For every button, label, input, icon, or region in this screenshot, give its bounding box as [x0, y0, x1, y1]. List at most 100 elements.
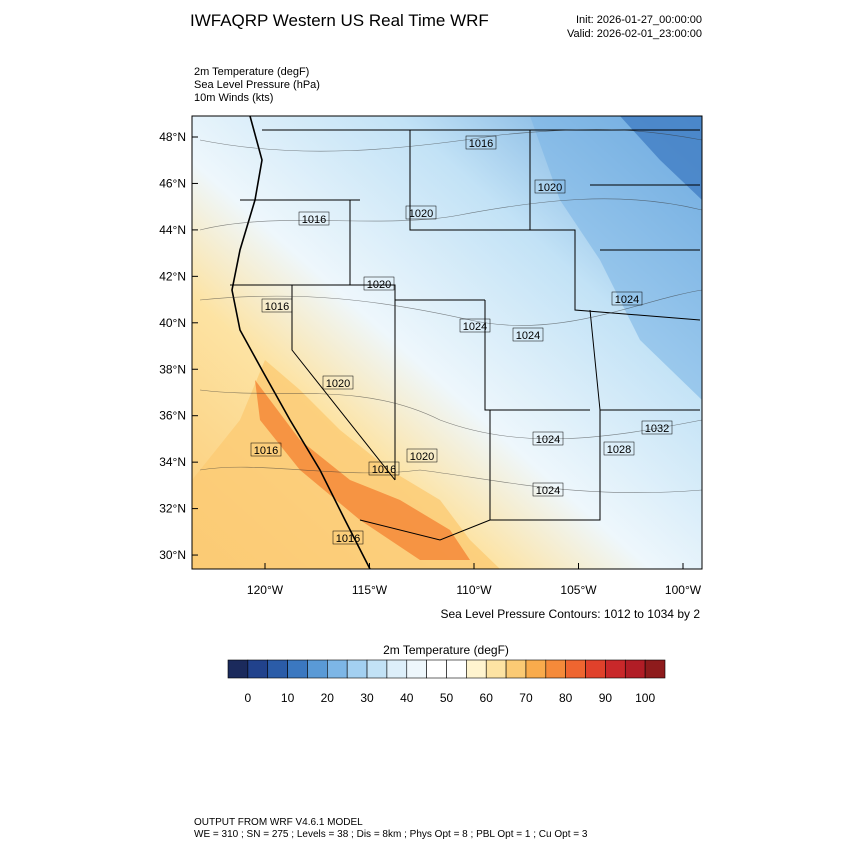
contour-label-box	[368, 461, 400, 476]
footer-line: WE = 310 ; SN = 275 ; Levels = 38 ; Dis …	[194, 829, 588, 840]
lon-label: 100°W	[665, 583, 702, 597]
contour-label-box	[332, 530, 364, 545]
colorbar-swatch	[327, 659, 348, 679]
lat-axis: 48°N 46°N 44°N 42°N 40°N 38°N 36°N 34°N 32°N 30°N	[159, 130, 198, 562]
contour-label-box	[363, 276, 395, 291]
colorbar-tick-label: 10	[281, 691, 295, 705]
colorbar-swatch	[426, 659, 447, 679]
lon-label: 120°W	[247, 583, 284, 597]
lat-label: 38°N	[159, 362, 186, 376]
contour-label-box	[641, 420, 673, 435]
contour-label: 1024	[615, 294, 639, 306]
contour-label: 1016	[336, 533, 360, 545]
lat-label: 32°N	[159, 502, 186, 516]
contour-label-box	[405, 205, 437, 220]
lat-label: 44°N	[159, 223, 186, 237]
contour-label-box	[322, 375, 354, 390]
contour-label: 1032	[645, 423, 669, 435]
contour-note: Sea Level Pressure Contours: 1012 to 103…	[441, 607, 701, 621]
lat-label: 30°N	[159, 548, 186, 562]
contour-label: 1024	[536, 485, 560, 497]
hot-region	[255, 380, 470, 560]
lon-label: 105°W	[560, 583, 597, 597]
valid-time: Valid: 2026-02-01_23:00:00	[567, 28, 702, 40]
colorbar-swatch	[624, 659, 646, 679]
contour-label: 1024	[463, 321, 487, 333]
lat-label: 34°N	[159, 455, 186, 469]
lat-label: 40°N	[159, 316, 186, 330]
colorbar-tick-label: 50	[440, 691, 454, 705]
lon-label: 115°W	[352, 583, 388, 597]
colorbar-swatch	[505, 659, 527, 679]
colorbar-swatch	[267, 659, 288, 679]
title: IWFAQRP Western US Real Time WRF	[190, 11, 489, 30]
colorbar-swatch	[386, 659, 408, 679]
lon-label: 110°W	[456, 583, 492, 597]
colorbar-title: 2m Temperature (degF)	[383, 643, 509, 657]
colorbar: 0 10 20 30 40 50 60 70 80 90 100	[227, 659, 666, 705]
colorbar-swatch	[406, 659, 427, 679]
colorbar-tick-label: 60	[480, 691, 494, 705]
contour-label: 1020	[326, 378, 350, 390]
colorbar-swatch	[525, 659, 547, 679]
lon-axis: 120°W 115°W 110°W 105°W 100°W	[247, 563, 702, 597]
contour-label-box	[611, 291, 643, 306]
init-time: Init: 2026-01-27_00:00:00	[576, 14, 702, 26]
lat-label: 46°N	[159, 176, 186, 190]
contour-label: 1016	[302, 214, 326, 226]
contour-label-box	[250, 442, 282, 457]
contour-label: 1020	[367, 279, 391, 291]
colorbar-tick-label: 80	[559, 691, 573, 705]
contour-label: 1016	[372, 464, 396, 476]
contour-label-box	[532, 482, 564, 497]
contour-label-box	[534, 179, 566, 194]
contour-label-box	[532, 431, 564, 446]
field-label: 2m Temperature (degF)	[194, 66, 309, 78]
colorbar-swatch	[485, 659, 507, 679]
colorbar-swatch	[466, 659, 487, 679]
contour-label: 1016	[469, 138, 493, 150]
colorbar-swatch	[307, 659, 328, 679]
colorbar-swatch	[605, 659, 626, 679]
map: 1016 1020 1016 1020 1020 1016 1024 1024 1024 1020…	[192, 116, 702, 569]
contour-label: 1016	[254, 445, 278, 457]
lat-label: 48°N	[159, 130, 186, 144]
colorbar-tick-label: 70	[519, 691, 533, 705]
colorbar-swatch	[565, 659, 586, 679]
contour-label-box	[261, 298, 293, 313]
cold-region	[620, 116, 702, 200]
contour-label: 1020	[410, 451, 434, 463]
cold-region	[530, 116, 702, 400]
contour-label-box	[298, 211, 330, 226]
field-label: 10m Winds (kts)	[194, 92, 273, 104]
colorbar-tick-label: 0	[245, 691, 252, 705]
lat-label: 36°N	[159, 409, 186, 423]
colorbar-tick-label: 30	[360, 691, 374, 705]
colorbar-swatch	[366, 659, 388, 679]
contour-label-box	[465, 135, 497, 150]
contour-label: 1016	[265, 301, 289, 313]
colorbar-tick-label: 20	[321, 691, 335, 705]
lat-label: 42°N	[159, 269, 186, 283]
contour-label: 1020	[538, 182, 562, 194]
colorbar-swatch	[346, 659, 368, 679]
contour-label: 1024	[536, 434, 560, 446]
contour-label-box	[603, 441, 635, 456]
contour-label: 1020	[409, 208, 433, 220]
footer-line: OUTPUT FROM WRF V4.6.1 MODEL	[194, 817, 363, 828]
colorbar-swatch	[446, 659, 467, 679]
colorbar-tick-label: 90	[599, 691, 613, 705]
contour-label: 1028	[607, 444, 631, 456]
state-borders	[230, 129, 701, 541]
colorbar-swatch	[287, 659, 308, 679]
coastline	[231, 116, 371, 569]
colorbar-swatch	[644, 659, 666, 679]
colorbar-swatch	[545, 659, 566, 679]
contour-label-box	[512, 327, 544, 342]
colorbar-tick-label: 40	[400, 691, 414, 705]
contour-label-box	[459, 318, 491, 333]
colorbar-swatch	[227, 659, 249, 679]
colorbar-swatch	[585, 659, 606, 679]
colorbar-swatch	[247, 659, 269, 679]
